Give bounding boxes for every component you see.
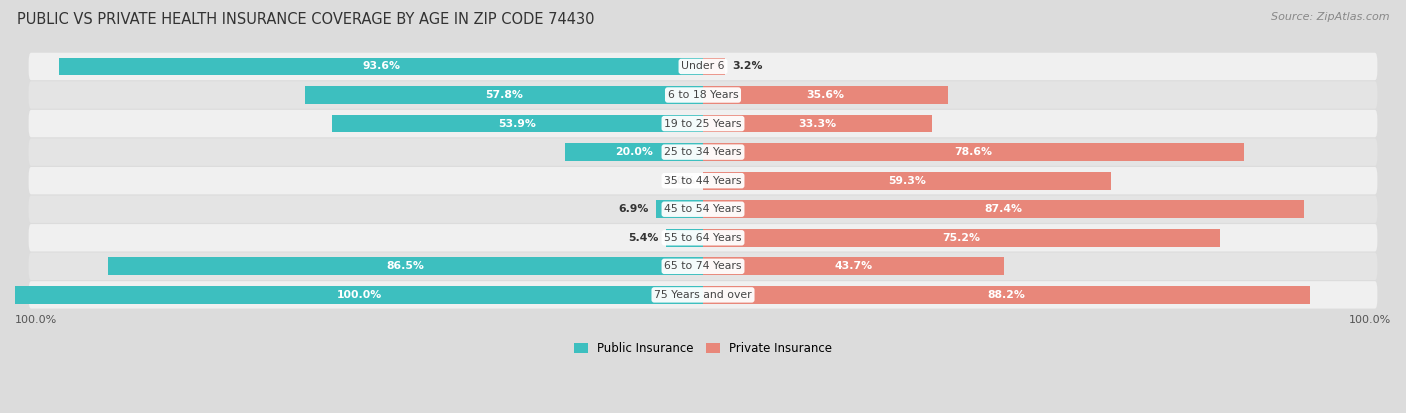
Text: 35.6%: 35.6% <box>807 90 845 100</box>
Text: Under 6: Under 6 <box>682 62 724 71</box>
Text: 33.3%: 33.3% <box>799 119 837 128</box>
FancyBboxPatch shape <box>28 81 1378 109</box>
FancyBboxPatch shape <box>28 281 1378 309</box>
Text: Source: ZipAtlas.com: Source: ZipAtlas.com <box>1271 12 1389 22</box>
Text: 45 to 54 Years: 45 to 54 Years <box>664 204 742 214</box>
Bar <box>332 115 703 133</box>
Bar <box>703 143 1244 161</box>
Bar <box>703 86 948 104</box>
Text: 53.9%: 53.9% <box>499 119 537 128</box>
Bar <box>655 200 703 218</box>
Text: 55 to 64 Years: 55 to 64 Years <box>664 233 742 243</box>
Bar <box>703 286 1310 304</box>
Text: 75 Years and over: 75 Years and over <box>654 290 752 300</box>
Text: 35 to 44 Years: 35 to 44 Years <box>664 176 742 186</box>
Text: PUBLIC VS PRIVATE HEALTH INSURANCE COVERAGE BY AGE IN ZIP CODE 74430: PUBLIC VS PRIVATE HEALTH INSURANCE COVER… <box>17 12 595 27</box>
Text: 6.9%: 6.9% <box>619 204 648 214</box>
Bar <box>703 200 1305 218</box>
Bar <box>565 143 703 161</box>
Bar <box>703 172 1111 190</box>
Text: 78.6%: 78.6% <box>955 147 993 157</box>
Text: 86.5%: 86.5% <box>387 261 425 271</box>
Text: 19 to 25 Years: 19 to 25 Years <box>664 119 742 128</box>
Bar <box>666 229 703 247</box>
Text: 3.2%: 3.2% <box>733 62 762 71</box>
Bar <box>703 115 932 133</box>
Text: 87.4%: 87.4% <box>984 204 1022 214</box>
FancyBboxPatch shape <box>28 167 1378 195</box>
FancyBboxPatch shape <box>28 253 1378 280</box>
FancyBboxPatch shape <box>28 138 1378 166</box>
Text: 65 to 74 Years: 65 to 74 Years <box>664 261 742 271</box>
Text: 88.2%: 88.2% <box>987 290 1025 300</box>
Bar <box>108 257 703 275</box>
Text: 75.2%: 75.2% <box>942 233 981 243</box>
Text: 100.0%: 100.0% <box>1348 315 1391 325</box>
Bar <box>703 257 1004 275</box>
Bar <box>703 57 725 75</box>
Text: 43.7%: 43.7% <box>834 261 872 271</box>
Legend: Public Insurance, Private Insurance: Public Insurance, Private Insurance <box>569 337 837 360</box>
Bar <box>59 57 703 75</box>
FancyBboxPatch shape <box>28 224 1378 252</box>
Text: 93.6%: 93.6% <box>361 62 401 71</box>
Text: 6 to 18 Years: 6 to 18 Years <box>668 90 738 100</box>
Bar <box>703 229 1220 247</box>
Text: 0.0%: 0.0% <box>666 176 696 186</box>
Text: 5.4%: 5.4% <box>628 233 659 243</box>
Text: 25 to 34 Years: 25 to 34 Years <box>664 147 742 157</box>
FancyBboxPatch shape <box>28 53 1378 80</box>
FancyBboxPatch shape <box>28 195 1378 223</box>
Bar <box>305 86 703 104</box>
Text: 20.0%: 20.0% <box>616 147 654 157</box>
Text: 57.8%: 57.8% <box>485 90 523 100</box>
Text: 59.3%: 59.3% <box>889 176 927 186</box>
Text: 100.0%: 100.0% <box>15 315 58 325</box>
FancyBboxPatch shape <box>28 110 1378 137</box>
Text: 100.0%: 100.0% <box>336 290 381 300</box>
Bar <box>15 286 703 304</box>
